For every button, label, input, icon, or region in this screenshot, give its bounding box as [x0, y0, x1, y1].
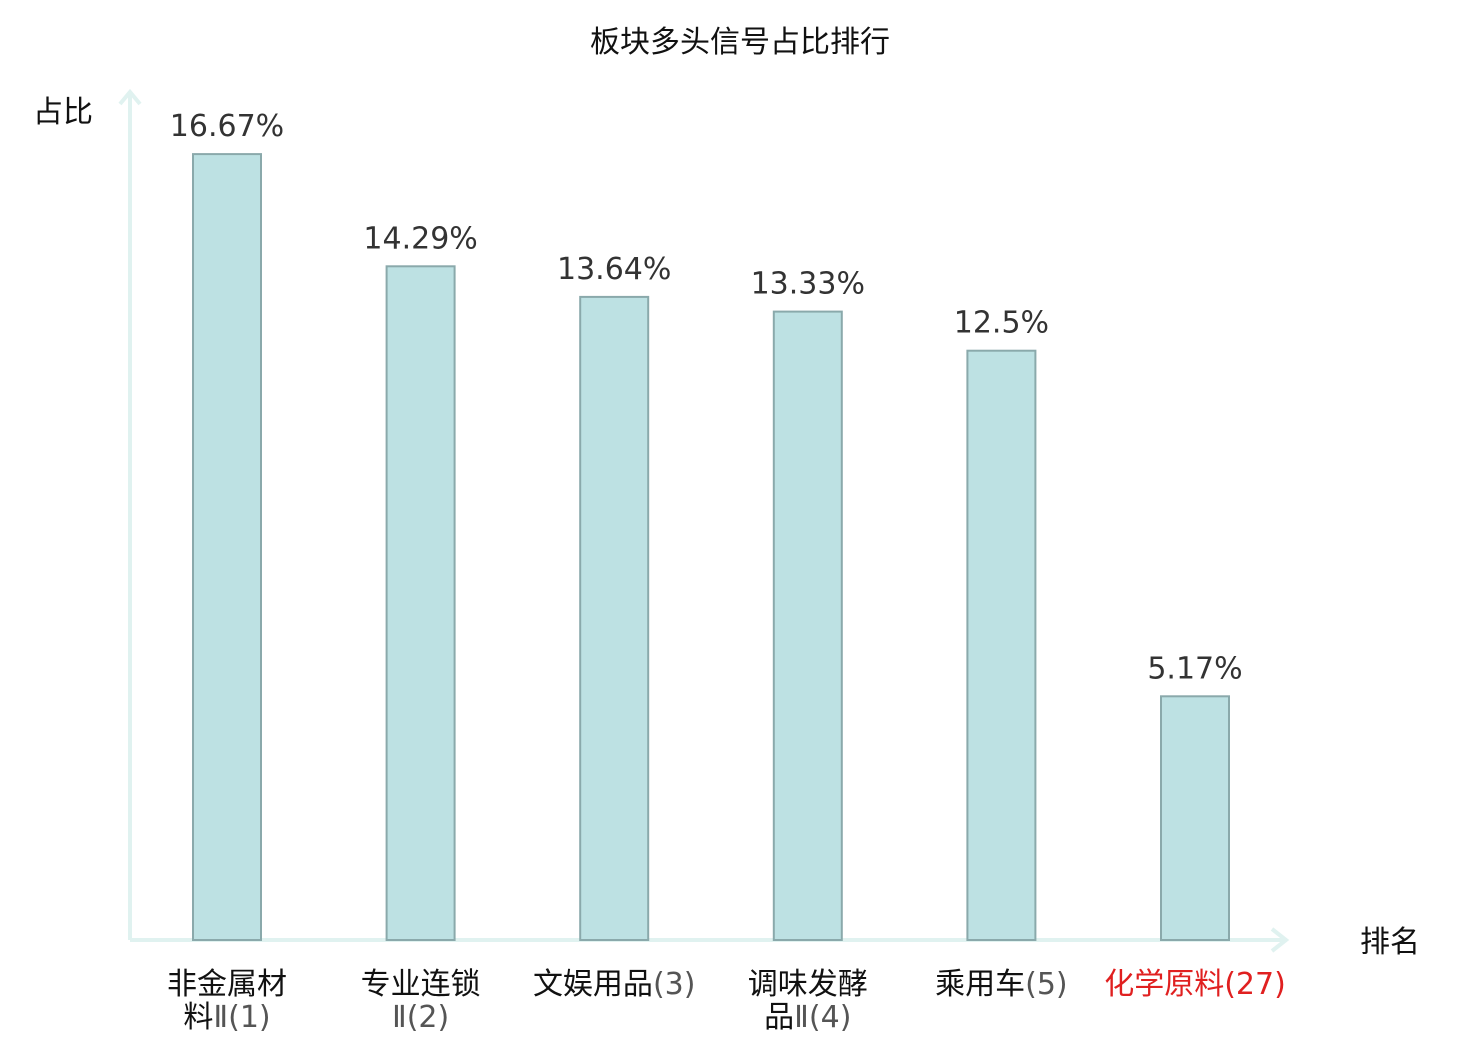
value-label-4: 13.33%: [751, 267, 865, 302]
category-label-6-line-1: 化学原料(27): [1104, 967, 1286, 1002]
value-label-5: 12.5%: [954, 306, 1049, 341]
bar-2: [385, 265, 456, 941]
value-label-6: 5.17%: [1147, 651, 1242, 686]
category-label-4-line-2: 品Ⅱ(4): [764, 1000, 851, 1035]
bar-6: [1160, 695, 1230, 941]
axes: [118, 88, 1290, 953]
bars-group: [192, 153, 1230, 942]
x-axis-label: 排名: [1360, 925, 1420, 960]
y-axis-label: 占比: [33, 95, 93, 130]
bar-3: [579, 295, 650, 941]
value-labels-group: 16.67% 14.29% 13.64% 13.33% 12.5% 5.17%: [170, 109, 1243, 686]
bar-4: [772, 310, 843, 942]
y-axis-arrow: [118, 88, 142, 106]
value-label-2: 14.29%: [363, 221, 477, 256]
category-label-4-line-1: 调味发酵: [748, 967, 868, 1002]
x-axis-arrow: [1270, 927, 1290, 953]
category-label-1-line-2: 料Ⅱ(1): [183, 1000, 270, 1035]
category-label-1-line-1: 非金属材: [167, 967, 287, 1002]
category-label-2-line-1: 专业连锁: [361, 967, 481, 1002]
category-label-5-line-1: 乘用车(5): [935, 967, 1068, 1002]
category-label-3-line-1: 文娱用品(3): [533, 967, 696, 1002]
bar-1: [192, 153, 262, 942]
category-label-2-line-2: Ⅱ(2): [392, 1000, 449, 1035]
value-label-3: 13.64%: [557, 252, 671, 287]
bar-5: [966, 349, 1037, 941]
value-label-1: 16.67%: [170, 109, 284, 144]
chart-title: 板块多头信号占比排行: [590, 25, 890, 60]
